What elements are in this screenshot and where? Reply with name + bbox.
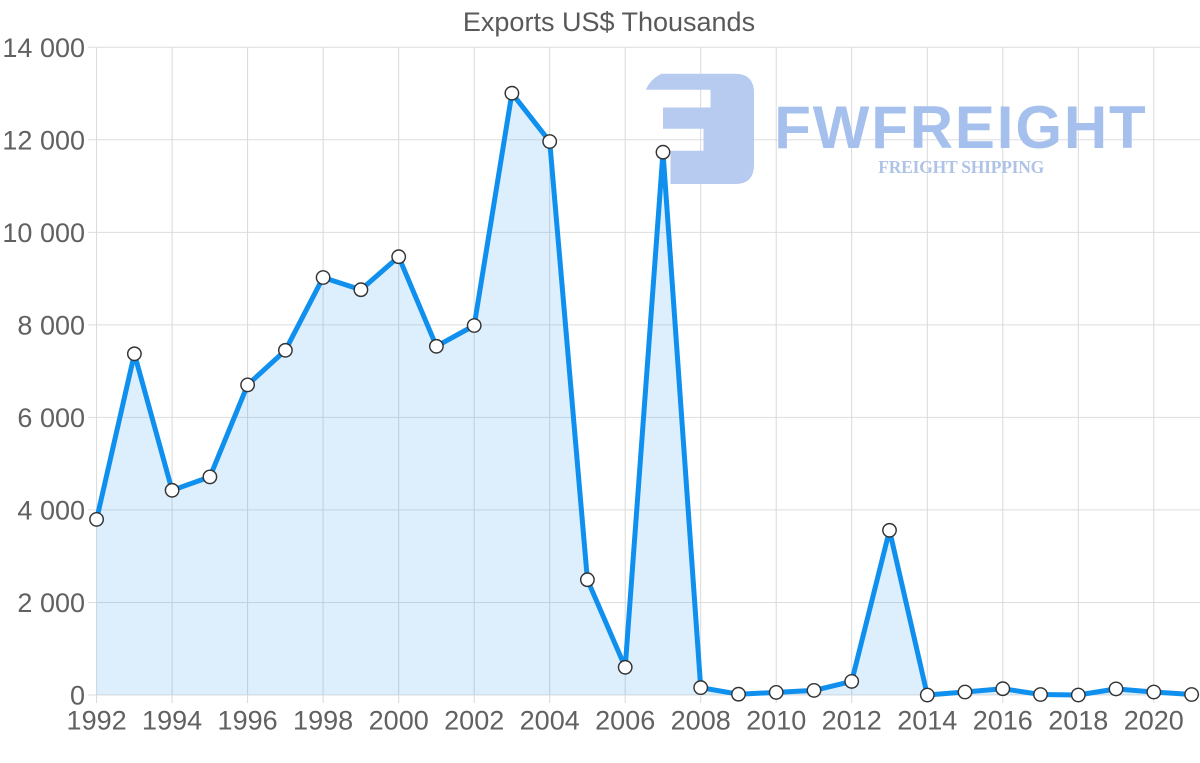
svg-text:2018: 2018 [1048, 706, 1108, 736]
svg-text:8 000: 8 000 [17, 311, 85, 341]
svg-text:6 000: 6 000 [17, 403, 85, 433]
svg-text:1998: 1998 [293, 706, 353, 736]
svg-text:2006: 2006 [595, 706, 655, 736]
svg-text:4 000: 4 000 [17, 496, 85, 526]
svg-text:2008: 2008 [671, 706, 731, 736]
svg-text:2002: 2002 [444, 706, 504, 736]
svg-text:Exports US$ Thousands: Exports US$ Thousands [463, 7, 755, 37]
svg-text:2016: 2016 [973, 706, 1033, 736]
svg-text:2020: 2020 [1124, 706, 1184, 736]
svg-text:FREIGHT SHIPPING: FREIGHT SHIPPING [878, 157, 1044, 177]
svg-text:2004: 2004 [520, 706, 580, 736]
svg-text:1996: 1996 [218, 706, 278, 736]
svg-text:1992: 1992 [67, 706, 127, 736]
svg-text:14 000: 14 000 [2, 33, 85, 63]
svg-text:12 000: 12 000 [2, 125, 85, 155]
svg-text:2012: 2012 [822, 706, 882, 736]
svg-text:2000: 2000 [369, 706, 429, 736]
svg-text:0: 0 [70, 681, 85, 711]
svg-text:2010: 2010 [746, 706, 806, 736]
svg-text:2 000: 2 000 [17, 588, 85, 618]
svg-text:10 000: 10 000 [2, 218, 85, 248]
svg-text:1994: 1994 [142, 706, 202, 736]
svg-text:FWFREIGHT: FWFREIGHT [774, 94, 1145, 161]
svg-text:2014: 2014 [897, 706, 957, 736]
